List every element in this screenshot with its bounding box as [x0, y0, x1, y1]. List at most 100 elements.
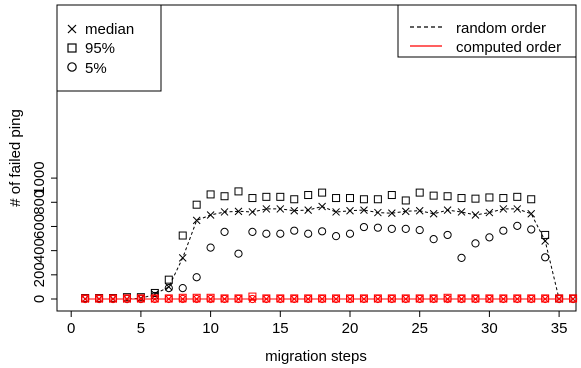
point-median-stroke-b	[164, 283, 173, 291]
legend-lines-box	[397, 4, 577, 58]
point-5-computed-order-36	[568, 294, 578, 304]
y-tick-label-0: 0	[31, 295, 48, 303]
point-5-computed-order-10	[206, 294, 215, 304]
point-5-computed-order-4	[122, 294, 132, 304]
legend-95-label: 95%	[85, 40, 115, 57]
point-median-random-order-32	[513, 205, 522, 213]
point-5-random-order-16	[290, 226, 299, 235]
point-95-random-order-27	[443, 192, 452, 201]
point-5-computed-order-17	[304, 294, 313, 304]
point-5-computed-order-14	[262, 294, 271, 304]
point-95-random-order-22	[373, 195, 382, 204]
point-5-computed-order-26	[429, 294, 438, 304]
point-median-stroke-b	[374, 208, 382, 217]
point-median-random-order-28	[457, 208, 466, 216]
point-median-stroke-b	[220, 208, 229, 216]
point-median-stroke-b	[206, 211, 215, 219]
point-median-stroke-b	[304, 206, 313, 214]
legend-markers-box	[56, 4, 162, 92]
point-5-computed-order-19	[331, 294, 341, 304]
point-5-random-order-24	[401, 224, 410, 233]
point-median-stroke-b	[192, 216, 201, 225]
point-5-computed-order-28	[457, 294, 466, 304]
point-5-random-order-30	[485, 233, 494, 242]
point-median-stroke-b	[527, 209, 536, 218]
point-5-computed-order-16	[290, 294, 299, 304]
point-median-stroke-b	[499, 205, 508, 213]
point-median-stroke-b	[178, 254, 187, 262]
point-median-stroke-b	[471, 211, 480, 219]
point-5-computed-order-22	[373, 294, 382, 304]
point-median-stroke-b	[443, 206, 452, 214]
point-5-random-order-29	[471, 239, 480, 248]
series-line-random-order	[85, 205, 573, 300]
x-tick-label-15: 15	[272, 320, 289, 337]
legend-lines: random order computed order	[397, 4, 577, 58]
point-median-stroke-b	[387, 209, 396, 218]
point-median-random-order-18	[318, 202, 326, 211]
point-median-random-order-8	[178, 254, 187, 262]
point-median-stroke-b	[485, 208, 494, 217]
point-5-random-order-21	[359, 222, 369, 232]
point-5-computed-order-20	[345, 294, 355, 304]
point-median-random-order-30	[485, 208, 494, 217]
point-95-random-order-20	[346, 194, 354, 203]
point-median-random-order-11	[220, 208, 229, 216]
point-5-computed-order-5	[136, 294, 145, 304]
point-median-random-order-14	[262, 205, 271, 213]
point-5-random-order-10	[206, 243, 215, 252]
point-5-computed-order-29	[471, 294, 480, 304]
legend-95-marker-square	[67, 43, 77, 53]
point-5-random-order-17	[304, 229, 313, 238]
plot-frame	[56, 4, 577, 312]
point-5-random-order-8	[178, 284, 187, 293]
point-95-random-order-8	[178, 231, 187, 240]
x-tick-label-10: 10	[202, 320, 219, 337]
x-axis: 0 5 10 15 20 25 30 35	[67, 311, 567, 337]
point-5-random-order-22	[373, 223, 382, 232]
point-5-random-order-14	[262, 229, 271, 238]
point-95-random-order-15	[276, 192, 285, 201]
point-median-stroke-b	[290, 206, 299, 215]
point-median-random-order-7	[164, 283, 173, 291]
point-median-random-order-29	[471, 211, 480, 219]
point-5-random-order-13	[248, 227, 257, 237]
point-median-random-order-19	[332, 208, 340, 216]
point-95-random-order-18	[318, 188, 327, 197]
point-median-random-order-15	[276, 205, 285, 213]
y-tick-label-800: 800	[31, 190, 48, 215]
point-5-computed-order-30	[485, 294, 494, 304]
point-median-random-order-21	[360, 206, 368, 214]
legend-markers: median 95% 5%	[56, 4, 162, 92]
y-tick-label-600: 600	[31, 214, 48, 239]
point-5-computed-order-3	[108, 294, 118, 304]
point-median-stroke-b	[360, 206, 368, 214]
point-95-random-order-28	[457, 194, 466, 203]
point-5-random-order-26	[429, 235, 438, 244]
point-95-random-order-34	[541, 230, 550, 239]
point-95-random-order-31	[499, 194, 508, 203]
point-95-random-order-11	[220, 192, 229, 201]
point-5-random-order-27	[443, 230, 452, 240]
point-median-stroke-b	[429, 209, 438, 218]
series-computed-order	[81, 292, 578, 304]
point-median-stroke-b	[318, 202, 326, 211]
point-median-random-order-10	[206, 211, 215, 219]
legend-5-marker-circle	[67, 62, 77, 72]
point-median-random-order-22	[374, 208, 382, 217]
point-median-random-order-16	[290, 206, 299, 215]
point-median-random-order-20	[346, 206, 354, 215]
point-5-computed-order-33	[527, 294, 536, 304]
point-5-random-order-18	[318, 227, 327, 236]
point-median-stroke-b	[234, 207, 243, 216]
series-layer	[81, 187, 578, 304]
point-5-computed-order-34	[541, 294, 550, 304]
point-median-stroke-b	[513, 205, 522, 213]
point-median-stroke-b	[248, 208, 257, 216]
point-median-random-order-17	[304, 206, 313, 214]
point-95-random-order-7	[164, 275, 173, 284]
point-5-random-order-7	[164, 284, 173, 293]
point-median-random-order-27	[443, 206, 452, 214]
